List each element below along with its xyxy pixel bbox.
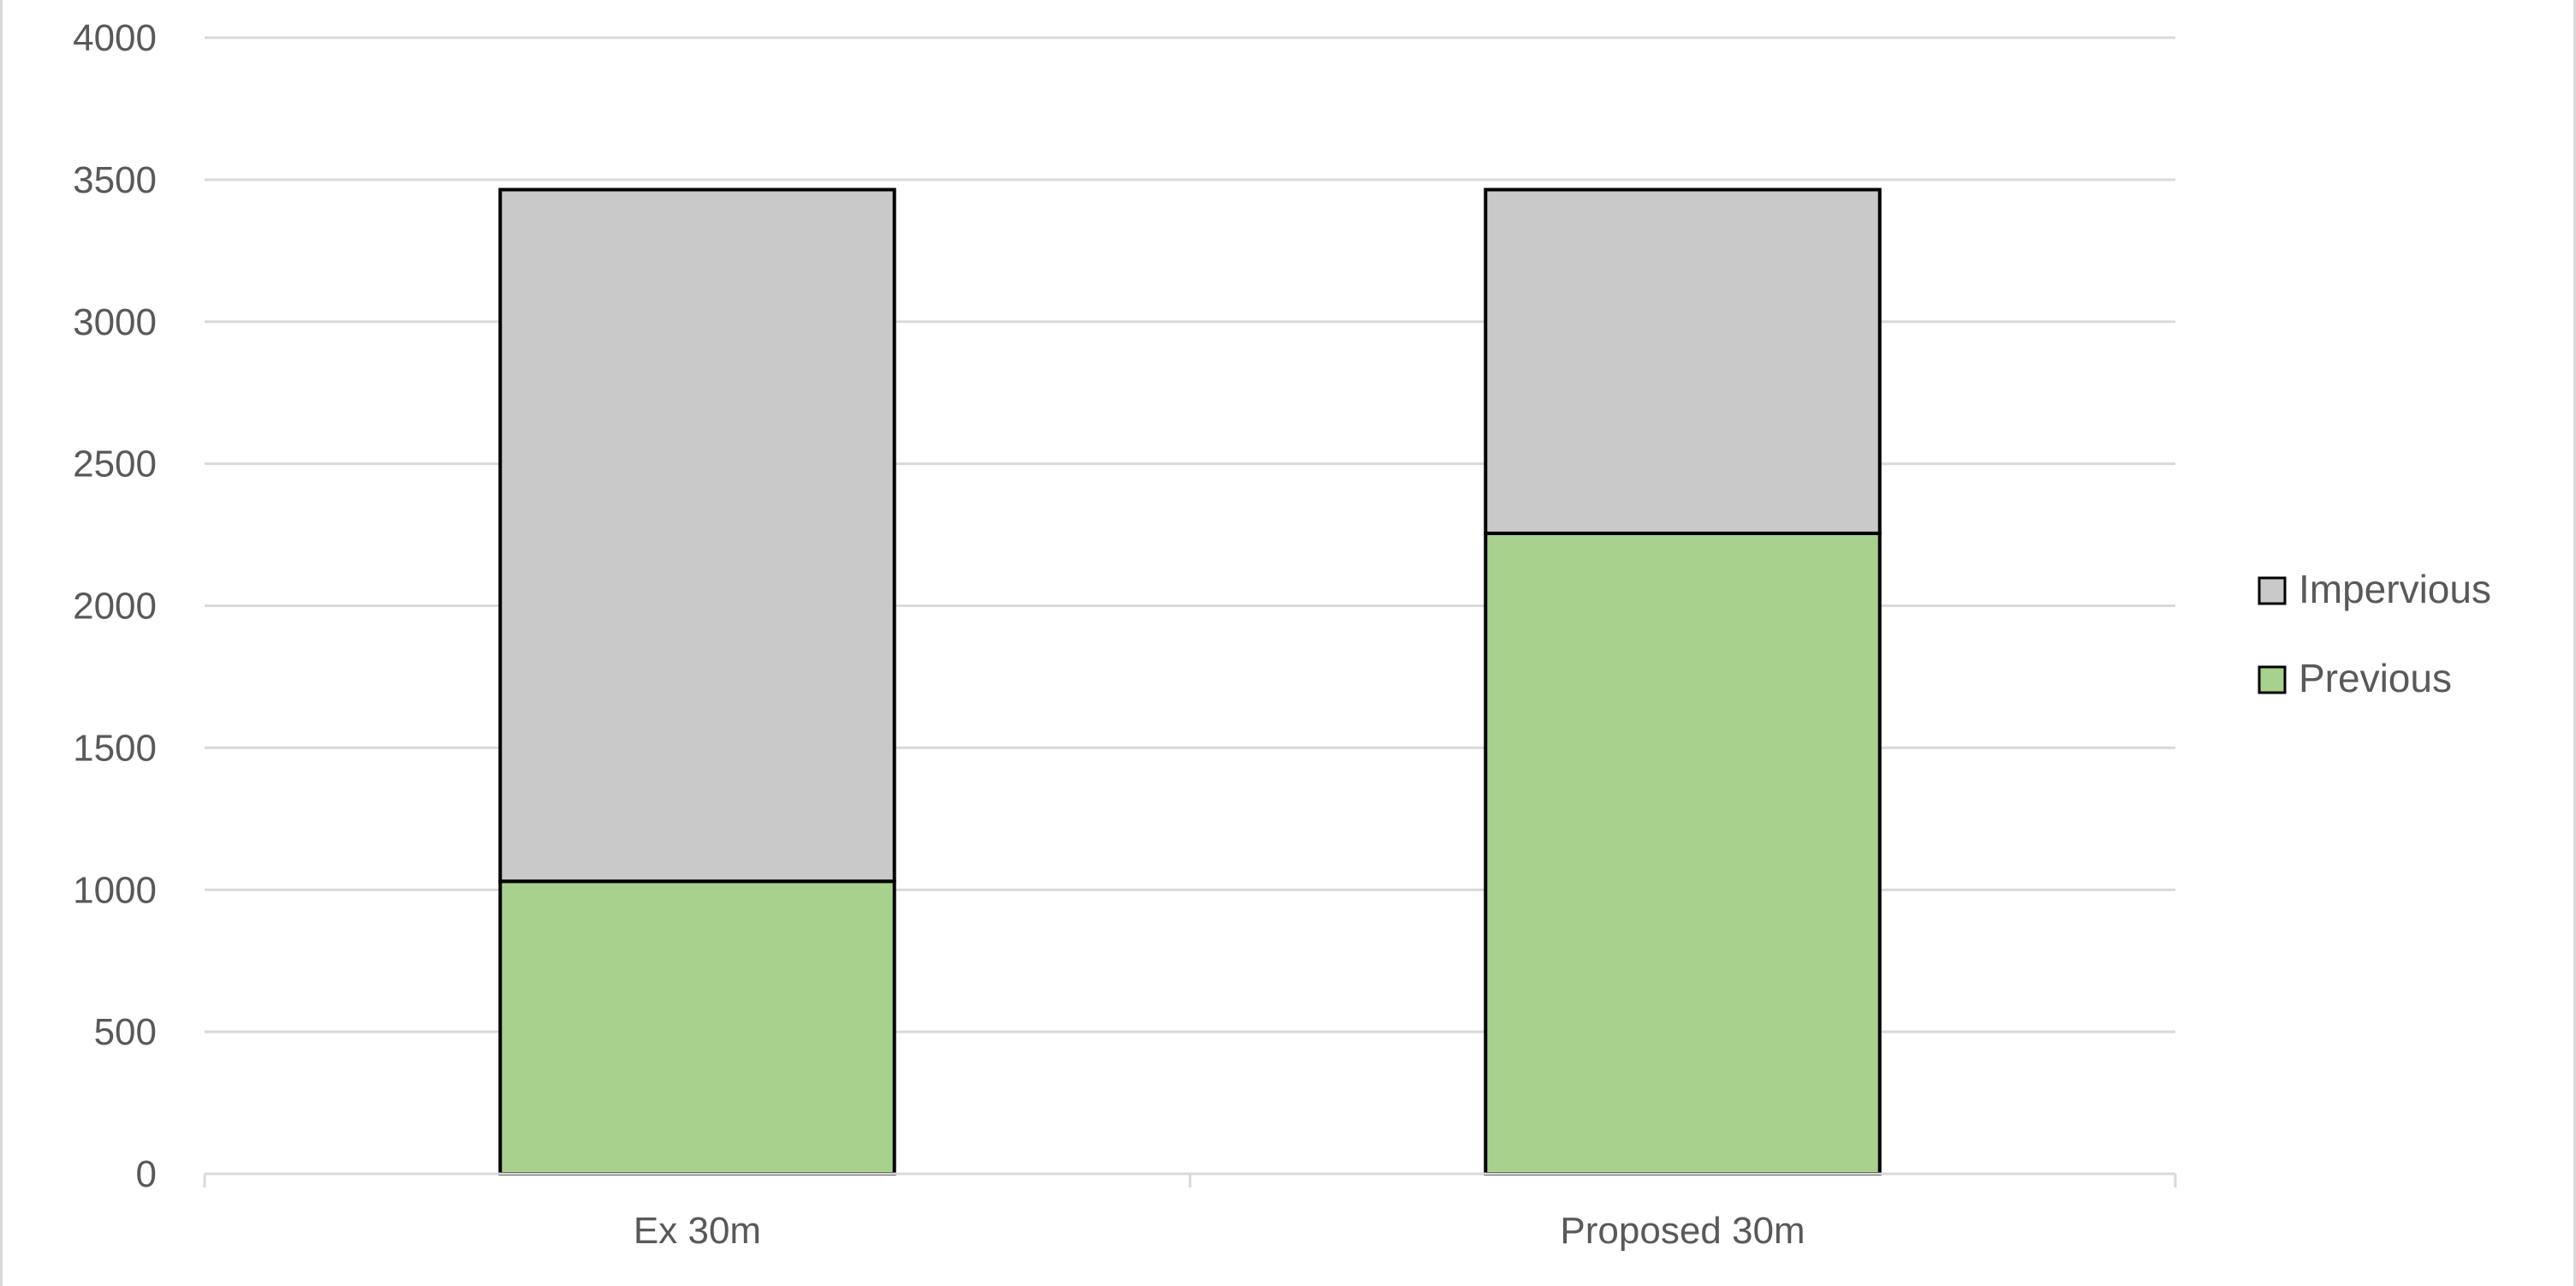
x-tick-label: Ex 30m (634, 1210, 761, 1252)
legend-swatch-previous (2258, 665, 2287, 694)
bar-previous-2 (1484, 531, 1882, 1176)
y-tick-label: 3500 (73, 159, 157, 201)
y-axis-tick-labels: 0 500 1000 1500 2000 2500 3000 3500 4000 (73, 17, 157, 1195)
x-tick-label: Proposed 30m (1560, 1210, 1805, 1252)
y-tick-label: 500 (94, 1011, 157, 1053)
legend-label-impervious: Impervious (2299, 567, 2491, 611)
y-tick-label: 4000 (73, 17, 157, 59)
y-tick-label: 0 (136, 1153, 157, 1195)
y-tick-label: 1500 (73, 727, 157, 769)
legend-label-previous: Previous (2299, 656, 2452, 700)
y-tick-label: 2000 (73, 586, 157, 628)
legend-swatch-impervious (2258, 576, 2287, 605)
bars (498, 188, 1882, 1176)
y-tick-label: 3000 (73, 301, 157, 343)
legend: Impervious Previous (2258, 567, 2491, 700)
x-axis (203, 1172, 2177, 1188)
bar-impervious-1 (498, 188, 896, 884)
x-axis-tick-labels: Ex 30m Proposed 30m (634, 1210, 1806, 1252)
bar-previous-1 (498, 879, 896, 1176)
y-tick-label: 1000 (73, 869, 157, 911)
y-tick-label: 2500 (73, 444, 157, 485)
bar-impervious-2 (1484, 188, 1882, 535)
stacked-bar-chart: 0 500 1000 1500 2000 2500 3000 3500 4000 Ex 30m P… (73, 17, 2491, 1252)
